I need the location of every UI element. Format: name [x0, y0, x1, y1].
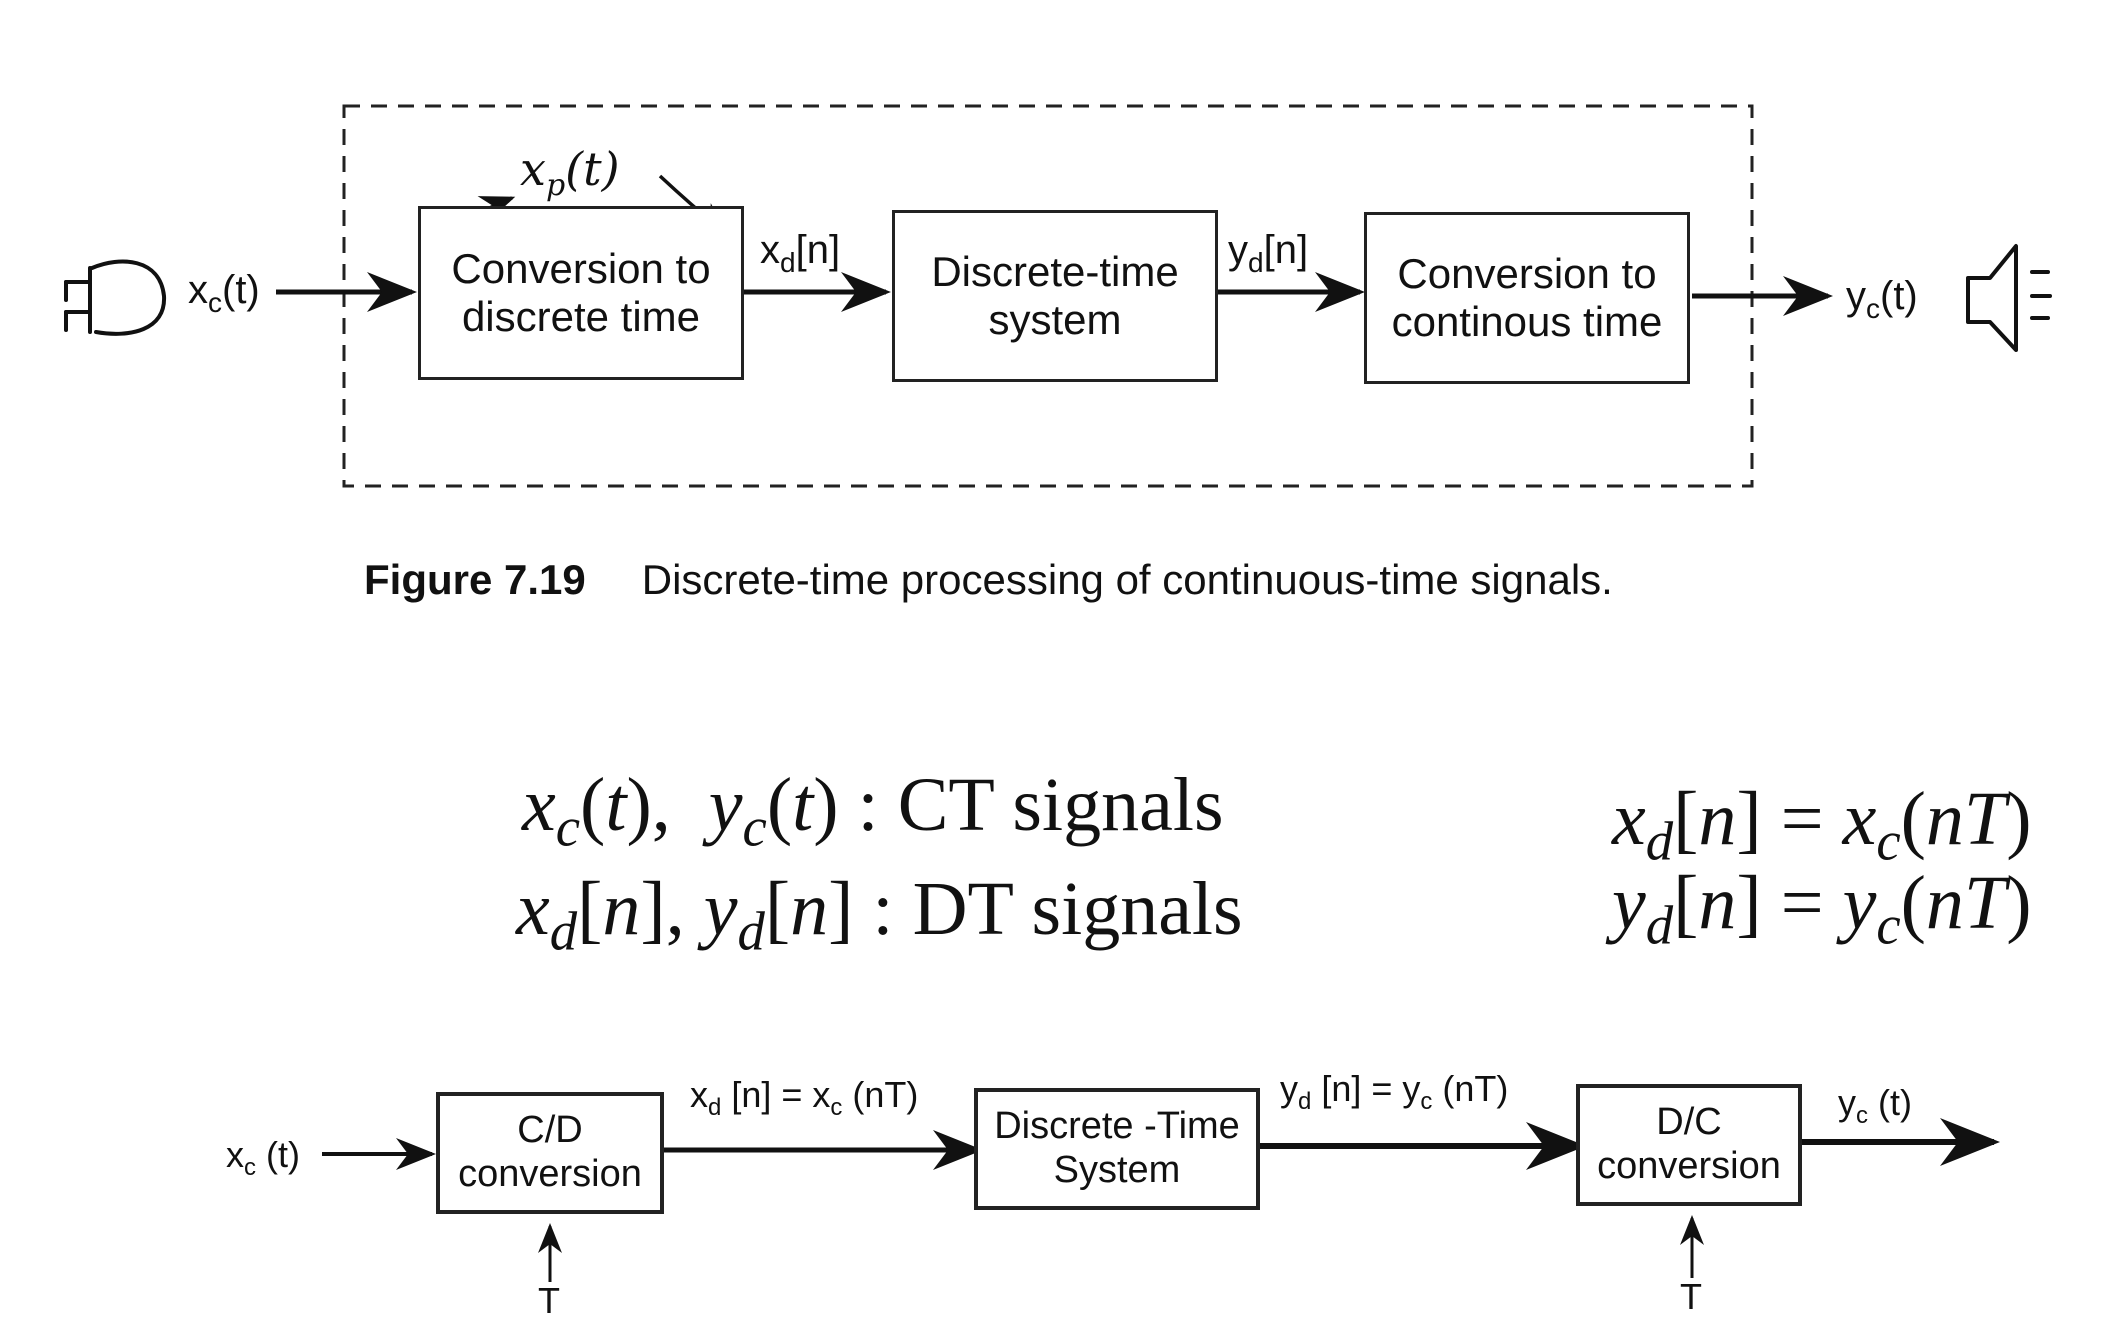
figure-caption: Figure 7.19 Discrete-time processing of c… [364, 556, 1613, 604]
fig2-xd-equation-label: xd [n] = xc (nT) [690, 1074, 919, 1122]
block-label-line1: C/D [517, 1109, 583, 1152]
block-label-line1: Conversion to [1397, 249, 1657, 297]
equation-dt-signals: xd[n], yd[n] : DT signals [516, 867, 1243, 962]
block-discrete-time-system: Discrete-time system [892, 210, 1218, 382]
block-label-line1: D/C [1656, 1101, 1722, 1144]
handwritten-xp-label: xp(t) [520, 142, 620, 204]
block-conversion-to-continuous: Conversion to continous time [1364, 212, 1690, 384]
fig2-output-label: yc (t) [1838, 1082, 1912, 1130]
block-label-line2: continous time [1391, 298, 1663, 345]
equation-xd-sampling: xd[n] = xc(nT) [1612, 777, 2032, 872]
fig2-input-label: xc (t) [226, 1134, 300, 1182]
block-label-line2: conversion [458, 1153, 642, 1195]
caption-text: Discrete-time processing of continuous-t… [641, 556, 1613, 603]
block-label-line1: Discrete -Time [994, 1105, 1240, 1148]
block-label-line2: discrete time [461, 293, 701, 340]
signal-label-xd: xd[n] [760, 228, 841, 278]
caption-number: Figure 7.19 [364, 556, 586, 603]
fig2-yd-equation-label: yd [n] = yc (nT) [1280, 1068, 1509, 1116]
block-dc-conversion: D/C conversion [1576, 1084, 1802, 1206]
block-conversion-to-discrete: Conversion to discrete time [418, 206, 744, 380]
speaker-icon [1966, 244, 2052, 352]
signal-label-yc: yc(t) [1846, 274, 1918, 324]
sampling-period-label-cd: T [538, 1280, 560, 1321]
signal-label-yd: yd[n] [1228, 228, 1309, 278]
block-cd-conversion: C/D conversion [436, 1092, 664, 1214]
block-label-line2: conversion [1597, 1145, 1781, 1187]
block-label-line2: system [988, 296, 1122, 343]
block-label-line1: Discrete-time [931, 247, 1179, 295]
microphone-plug-icon [64, 259, 167, 336]
equation-yd-sampling: yd[n] = yc(nT) [1612, 861, 2032, 956]
sampling-period-label-dc: T [1680, 1276, 1702, 1317]
block-label-line2: System [1053, 1149, 1181, 1191]
equation-ct-signals: xc(t), yc(t) : CT signals [522, 763, 1224, 858]
block-discrete-time-system-2: Discrete -Time System [974, 1088, 1260, 1210]
block-label-line1: Conversion to [451, 244, 711, 292]
signal-label-xc: xc(t) [188, 268, 260, 318]
